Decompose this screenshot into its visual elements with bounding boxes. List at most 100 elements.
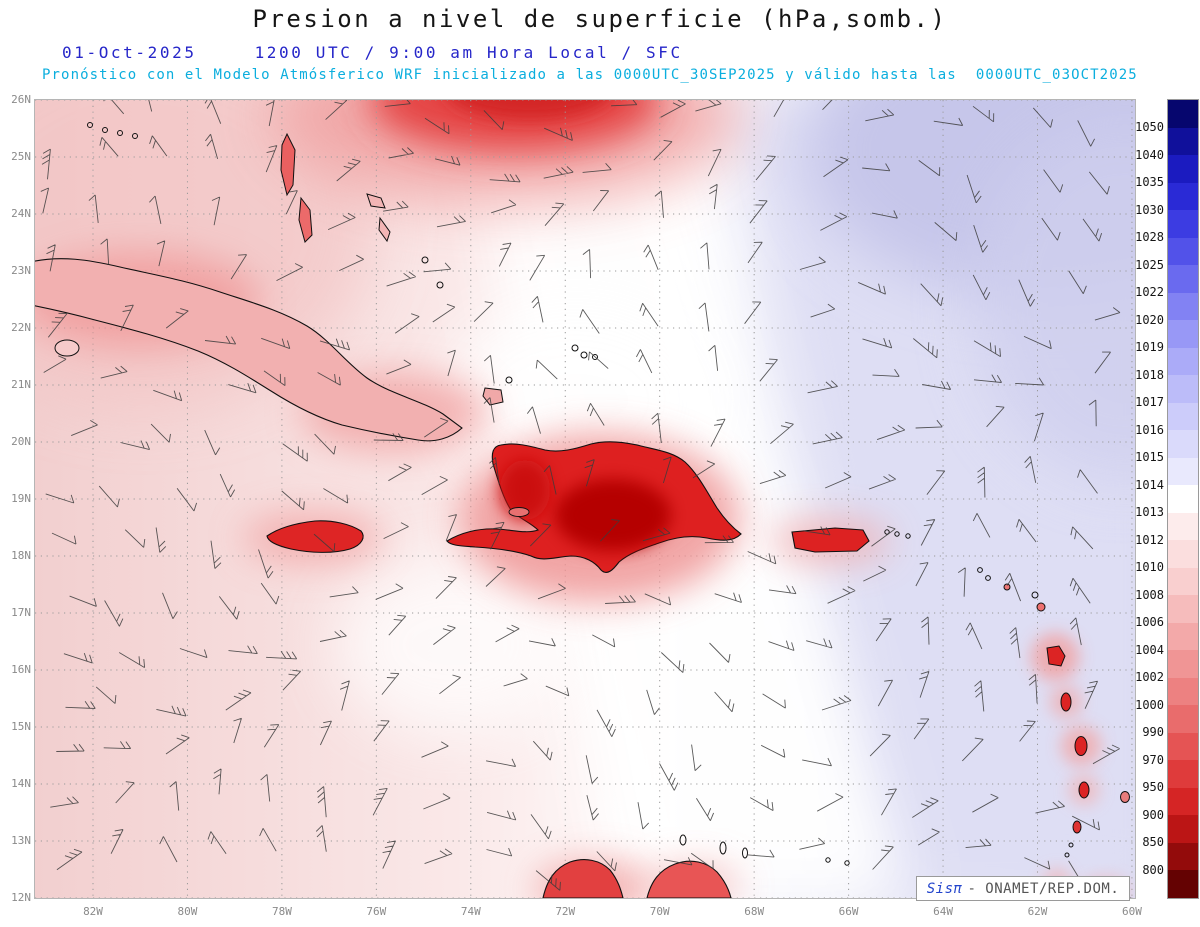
island-dominica	[1060, 692, 1072, 712]
colorbar-cell	[1168, 622, 1198, 651]
island-barbados	[1120, 791, 1130, 803]
colorbar-cell	[1168, 760, 1198, 788]
pressure-map-canvas	[35, 100, 1135, 898]
colorbar-cell	[1168, 705, 1198, 733]
colorbar-cell	[1168, 347, 1198, 376]
island-leeward	[977, 567, 983, 573]
lat-tick-label: 21N	[11, 378, 31, 391]
island-cay	[505, 376, 513, 384]
island-bahamas	[298, 196, 313, 243]
island-cay	[436, 281, 444, 289]
lat-tick-label: 13N	[11, 834, 31, 847]
island-puerto-rico	[791, 527, 870, 553]
colorbar-cell	[1168, 787, 1198, 816]
island-inagua	[482, 387, 504, 406]
lon-tick-label: 78W	[271, 905, 292, 918]
lat-tick-label: 23N	[11, 264, 31, 277]
map-area	[34, 99, 1136, 899]
island-caicos	[571, 344, 579, 352]
colorbar-cell	[1168, 292, 1198, 321]
wind-barbs	[40, 100, 1121, 891]
pressure-colorbar	[1167, 99, 1199, 899]
colorbar-cell	[1168, 210, 1198, 238]
lat-tick-label: 26N	[11, 93, 31, 106]
colorbar-cell	[1168, 430, 1198, 458]
colorbar-cell	[1168, 100, 1198, 128]
colorbar-cell	[1168, 540, 1198, 568]
colorbar-cell	[1168, 650, 1198, 678]
island-st-lucia	[1078, 781, 1090, 799]
lon-tick-label: 76W	[366, 905, 387, 918]
watermark: Sisπ - ONAMET/REP.DOM.	[916, 876, 1130, 901]
island-cay	[132, 133, 138, 139]
island-leeward	[985, 575, 991, 581]
island-cay	[87, 122, 93, 128]
island-virgin	[894, 531, 900, 537]
page-title: Presion a nivel de superficie (hPa,somb.…	[252, 5, 948, 33]
coast-guajira	[542, 859, 624, 898]
watermark-org: - ONAMET/REP.DOM.	[967, 880, 1120, 897]
colorbar-cell	[1168, 870, 1198, 898]
island-barbuda	[1031, 591, 1039, 599]
island-cay	[102, 127, 108, 133]
hispaniola-terrain-core	[555, 479, 671, 551]
colorbar-cell	[1168, 842, 1198, 871]
island-los-roques	[844, 860, 850, 866]
island-jamaica	[266, 520, 364, 553]
colorbar-cell	[1168, 155, 1198, 183]
colorbar-cell	[1168, 595, 1198, 623]
haiti-terrain-core	[500, 460, 550, 520]
colorbar-cell	[1168, 732, 1198, 761]
lat-tick-label: 20N	[11, 435, 31, 448]
watermark-brand: Sisπ	[926, 880, 963, 897]
colorbar-cell	[1168, 457, 1198, 486]
colorbar-cell	[1168, 320, 1198, 348]
colorbar-cell	[1168, 677, 1198, 706]
lat-tick-label: 12N	[11, 891, 31, 904]
islands-and-coastlines	[35, 122, 1131, 898]
lat-tick-label: 16N	[11, 663, 31, 676]
lon-tick-label: 82W	[83, 905, 103, 918]
lat-tick-label: 19N	[11, 492, 31, 505]
island-martinique	[1074, 736, 1088, 756]
datetime-line: 01-Oct-2025 1200 UTC / 9:00 am Hora Local…	[62, 43, 683, 62]
coast-paraguana	[646, 860, 732, 898]
island-st-vincent	[1072, 820, 1082, 834]
island-cay	[421, 256, 429, 264]
lat-tick-label: 15N	[11, 720, 31, 733]
lon-tick-label: 72W	[555, 905, 576, 918]
lat-tick-label: 17N	[11, 606, 31, 619]
colorbar-cell	[1168, 127, 1198, 156]
lat-tick-label: 14N	[11, 777, 31, 790]
lon-tick-label: 62W	[1027, 905, 1048, 918]
lon-tick-label: 64W	[933, 905, 953, 918]
lon-tick-label: 74W	[460, 905, 481, 918]
island-aruba	[679, 834, 687, 846]
island-bahamas	[280, 132, 296, 197]
colorbar-cell	[1168, 375, 1198, 403]
grid-lines	[35, 100, 1135, 898]
island-turks	[592, 354, 598, 360]
lon-tick-label: 60W	[1122, 905, 1142, 918]
island-st-kitts	[1003, 583, 1011, 591]
colorbar-cell	[1168, 815, 1198, 843]
island-grenadines	[1064, 852, 1070, 858]
island-gonave	[508, 507, 530, 517]
island-cay	[117, 130, 123, 136]
colorbar-cell	[1168, 512, 1198, 541]
lon-tick-label: 80W	[177, 905, 198, 918]
lat-tick-label: 18N	[11, 549, 31, 562]
lat-tick-label: 22N	[11, 321, 31, 334]
lon-tick-label: 66W	[838, 905, 859, 918]
island-turks	[580, 351, 588, 359]
island-los-roques	[825, 857, 831, 863]
island-antigua	[1036, 602, 1046, 612]
colorbar-cell	[1168, 265, 1198, 293]
island-bonaire	[742, 847, 748, 859]
island-bahamas	[378, 216, 391, 243]
date-label: 01-Oct-2025	[62, 43, 197, 62]
island-virgin	[884, 529, 890, 535]
colorbar-cell	[1168, 402, 1198, 431]
colorbar-cell	[1168, 567, 1198, 596]
island-isla-juventud	[54, 339, 80, 357]
